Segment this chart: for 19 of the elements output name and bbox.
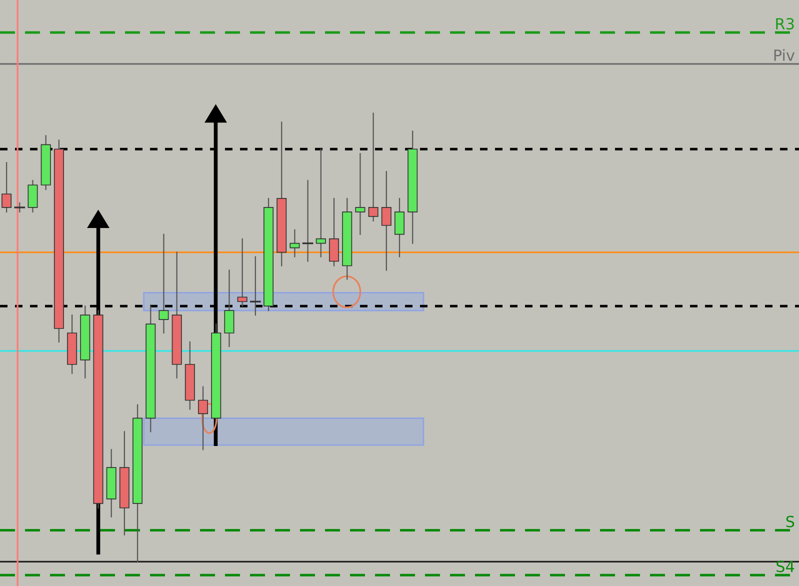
candlestick	[2, 162, 12, 212]
candlestick	[158, 234, 169, 334]
ref-line-label: S	[786, 516, 794, 528]
candlestick	[381, 171, 392, 271]
candlestick	[224, 270, 234, 348]
candlestick	[237, 238, 248, 307]
candlestick	[316, 148, 326, 258]
ref-line-label: Piv	[774, 49, 795, 61]
candlestick	[198, 386, 208, 450]
candlestick	[368, 112, 378, 222]
candlestick	[329, 198, 340, 266]
candlestick	[250, 256, 261, 316]
ref-line-label: R3	[776, 18, 794, 30]
candlestick	[28, 180, 38, 212]
candlestick	[290, 229, 300, 258]
candlestick	[355, 153, 366, 235]
candlestick	[302, 180, 314, 262]
ref-line-label: S4	[776, 560, 794, 572]
candlestick	[394, 198, 405, 258]
